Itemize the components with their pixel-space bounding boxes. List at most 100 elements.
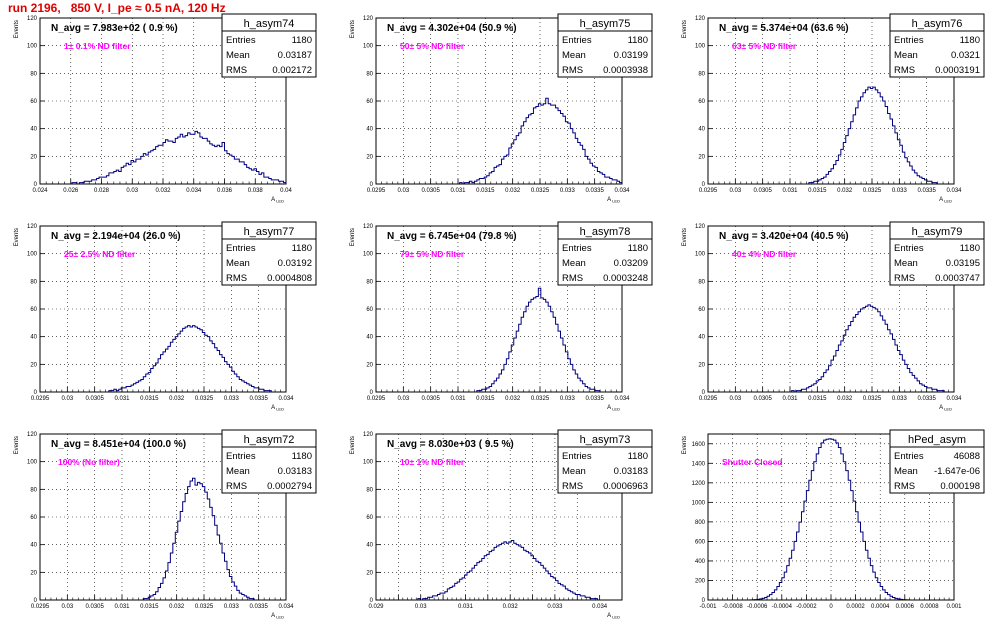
stats-label-mean: Mean	[562, 466, 586, 477]
x-tick-label: 0.028	[94, 188, 110, 194]
stats-value-entries: 1180	[628, 35, 648, 46]
y-tick-label: 0	[34, 390, 38, 396]
y-tick-label: 100	[363, 252, 374, 258]
y-axis-label: Events	[350, 436, 356, 454]
stats-label-entries: Entries	[894, 35, 924, 46]
x-tick-label: 0.0305	[753, 188, 772, 194]
y-tick-label: 600	[695, 539, 706, 545]
stats-label-rms: RMS	[562, 481, 583, 492]
stats-value-rms: 0.0003938	[603, 65, 648, 76]
x-tick-label: 0.033	[892, 396, 908, 402]
y-tick-label: 40	[30, 543, 37, 549]
histogram-line-h_asym79	[708, 304, 954, 393]
y-tick-label: 60	[366, 307, 373, 313]
y-tick-label: 20	[366, 362, 373, 368]
x-tick-label: 0.034	[278, 604, 294, 610]
histogram-line-h_asym74	[40, 130, 287, 185]
y-axis-label: Events	[14, 436, 20, 454]
x-tick-label: 0.0295	[699, 188, 718, 194]
x-tick-label: 0.033	[560, 188, 576, 194]
x-tick-label: 0.0305	[85, 396, 104, 402]
y-tick-label: 60	[30, 515, 37, 521]
y-tick-label: 120	[27, 16, 38, 22]
stats-histogram-name: h_asym73	[580, 434, 631, 446]
x-tick-label: 0.0315	[140, 604, 159, 610]
stats-box-frame	[221, 13, 317, 78]
x-tick-label: 0.001	[946, 604, 962, 610]
x-tick-label: 0.0295	[31, 604, 50, 610]
y-tick-label: 20	[698, 154, 705, 160]
stats-value-rms: 0.000198	[940, 481, 980, 492]
x-tick-label: 0.031	[782, 396, 798, 402]
y-tick-label: 100	[363, 44, 374, 50]
stats-box: h_asym74 Entries 1180 Mean 0.03187 RMS 0.00217…	[221, 13, 317, 78]
y-tick-label: 80	[698, 279, 705, 285]
x-tick-label: 0.0325	[863, 396, 882, 402]
y-axis-label: Events	[682, 20, 688, 38]
x-tick-label: 0.0325	[195, 604, 214, 610]
y-tick-label: 1600	[692, 442, 706, 448]
stats-value-mean: 0.03187	[278, 50, 312, 61]
stats-box-frame	[557, 429, 653, 494]
x-tick-label: 0.03	[729, 188, 741, 194]
stats-label-entries: Entries	[226, 35, 256, 46]
stats-label-rms: RMS	[894, 65, 915, 76]
stats-histogram-name: h_asym79	[912, 226, 963, 238]
stats-value-entries: 1180	[628, 451, 648, 462]
stats-value-rms: 0.0006963	[603, 481, 648, 492]
stats-box-frame	[557, 13, 653, 78]
x-axis-label-sub: LED	[943, 199, 952, 204]
y-tick-label: 100	[363, 460, 374, 466]
y-tick-label: 1200	[692, 481, 706, 487]
y-tick-label: 1000	[692, 500, 706, 506]
stats-label-mean: Mean	[894, 50, 918, 61]
y-tick-label: 0	[370, 598, 374, 604]
stats-box-frame	[221, 429, 317, 494]
x-axis-label: A LED	[939, 197, 952, 204]
navg-title: N_avg = 4.302e+04 (50.9 %)	[387, 23, 517, 34]
x-tick-label: 0.0295	[367, 396, 386, 402]
y-tick-label: 120	[27, 224, 38, 230]
filter-annotation: Shutter Closed	[722, 457, 782, 467]
stats-label-mean: Mean	[894, 258, 918, 269]
stats-label-rms: RMS	[226, 273, 247, 284]
x-tick-label: 0.031	[450, 396, 466, 402]
stats-box: h_asym72 Entries 1180 Mean 0.03183 RMS 0.00027…	[221, 429, 317, 494]
y-tick-label: 1400	[692, 461, 706, 467]
histogram-panel-h_asym73: 0.029 0.03 0.031 0.032 0.033 0.034 0 20 40 60 80 10…	[350, 429, 653, 620]
y-tick-label: 0	[34, 598, 38, 604]
filter-annotation: 79± 5% ND filter	[400, 249, 465, 259]
x-tick-label: -0.0008	[722, 604, 743, 610]
y-tick-label: 40	[366, 335, 373, 341]
x-tick-label: 0.0335	[249, 604, 268, 610]
y-tick-label: 20	[366, 570, 373, 576]
x-tick-label: 0.03	[397, 396, 409, 402]
x-tick-label: -0.0006	[747, 604, 768, 610]
filter-annotation: 10± 1% ND filter	[400, 457, 465, 467]
x-axis-label-sub: LED	[275, 199, 284, 204]
x-tick-label: 0.0305	[753, 396, 772, 402]
stats-label-rms: RMS	[562, 65, 583, 76]
stats-histogram-name: h_asym74	[244, 18, 295, 30]
stats-label-entries: Entries	[562, 451, 592, 462]
stats-label-entries: Entries	[226, 243, 256, 254]
x-tick-label: 0.03	[397, 188, 409, 194]
x-tick-label: 0.034	[614, 396, 630, 402]
stats-label-entries: Entries	[562, 35, 592, 46]
x-tick-label: 0.03	[415, 604, 427, 610]
filter-annotation: 1± 0.1% ND filter	[64, 41, 131, 51]
stats-value-rms: 0.0003248	[603, 273, 648, 284]
y-tick-label: 40	[698, 335, 705, 341]
x-tick-label: 0.0305	[85, 604, 104, 610]
stats-box-frame	[889, 221, 985, 286]
x-tick-label: 0.03	[61, 604, 73, 610]
x-tick-label: 0.024	[32, 188, 48, 194]
x-tick-label: 0.0335	[917, 188, 936, 194]
stats-box: h_asym79 Entries 1180 Mean 0.03195 RMS 0.00037…	[889, 221, 985, 286]
x-tick-label: 0.032	[503, 604, 519, 610]
y-tick-label: 20	[30, 362, 37, 368]
stats-value-rms: 0.002172	[272, 65, 312, 76]
y-axis-label: Events	[14, 20, 20, 38]
x-tick-label: 0.03	[126, 188, 138, 194]
x-tick-label: 0.0335	[917, 396, 936, 402]
